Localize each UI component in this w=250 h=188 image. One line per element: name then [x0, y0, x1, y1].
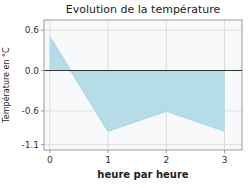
chart-svg: -1.1 -0.6 0.0 0.6 0 1 2 3 Evolution de la tempér… — [0, 0, 250, 188]
y-axis-label: Température en °C — [1, 47, 11, 124]
y-tick-label: -0.6 — [21, 106, 39, 116]
area-line — [50, 37, 225, 131]
grid-line-y — [44, 30, 242, 31]
grid-line-y — [44, 144, 242, 145]
y-tick — [41, 30, 44, 31]
area-fill — [50, 37, 225, 131]
x-tick-label: 3 — [222, 155, 228, 165]
y-tick — [41, 144, 44, 145]
grid-line-y — [44, 70, 242, 71]
x-tick — [108, 150, 109, 153]
y-tick-label: 0.0 — [25, 66, 40, 76]
x-tick-label: 0 — [47, 155, 53, 165]
x-tick-label: 1 — [105, 155, 111, 165]
x-tick-label: 2 — [163, 155, 169, 165]
plot-background — [44, 20, 242, 150]
y-tick — [41, 110, 44, 111]
y-tick-label: 0.6 — [25, 25, 40, 35]
plot-frame — [44, 20, 242, 150]
chart-title: Evolution de la température — [66, 3, 221, 16]
y-tick-label: -1.1 — [21, 140, 39, 150]
grid — [44, 20, 242, 150]
y-tick — [41, 70, 44, 71]
plot-area — [44, 37, 242, 131]
x-tick — [224, 150, 225, 153]
chart-container: -1.1 -0.6 0.0 0.6 0 1 2 3 Evolution de la tempér… — [0, 0, 250, 188]
x-tick — [166, 150, 167, 153]
x-tick — [49, 150, 50, 153]
x-axis-label: heure par heure — [97, 169, 188, 180]
zero-line — [44, 70, 242, 71]
